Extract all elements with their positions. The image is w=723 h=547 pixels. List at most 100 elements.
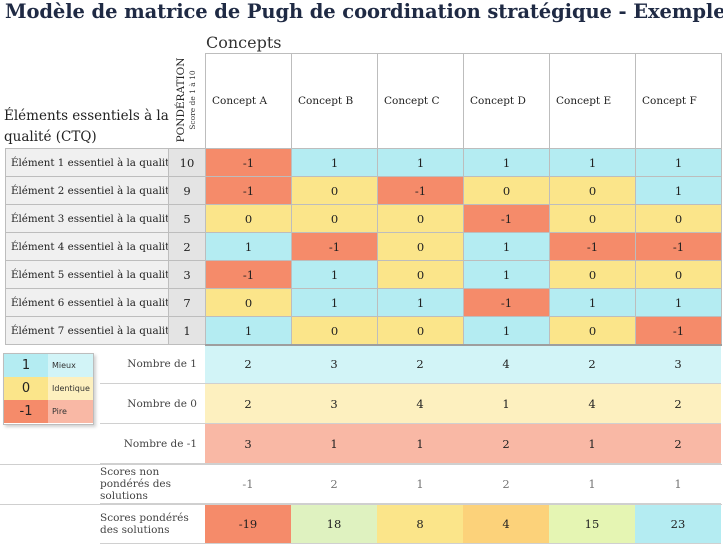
- legend-row-worse: -1 Pire: [4, 400, 93, 423]
- ctq-row-label: Élément 5 essentiel à la qualité: [5, 260, 175, 289]
- score-cell[interactable]: 0: [549, 260, 636, 289]
- summary-cell: 1: [549, 464, 635, 504]
- score-cell[interactable]: -1: [463, 204, 550, 233]
- summary-cell: 1: [377, 424, 463, 464]
- summary-cell: 3: [635, 344, 721, 384]
- concept-header[interactable]: Concept F: [635, 53, 722, 149]
- summary-cell: -1: [205, 464, 291, 504]
- score-cell[interactable]: -1: [635, 316, 722, 345]
- score-cell[interactable]: 0: [635, 260, 722, 289]
- score-cell[interactable]: 1: [463, 148, 550, 177]
- summary-row-label: Scores non pondérés des solutions: [100, 464, 205, 504]
- legend-row-same: 0 Identique: [4, 377, 93, 400]
- score-cell[interactable]: -1: [205, 148, 292, 177]
- score-cell[interactable]: 1: [635, 288, 722, 317]
- ponderation-label: PONDÉRATION: [175, 57, 187, 143]
- weight-cell[interactable]: 7: [168, 288, 206, 317]
- score-cell[interactable]: 0: [377, 204, 464, 233]
- summary-cell: 2: [377, 344, 463, 384]
- summary-cell: 1: [635, 464, 721, 504]
- legend-same-label: Identique: [48, 377, 93, 400]
- score-cell[interactable]: -1: [463, 288, 550, 317]
- summary-cell: 1: [377, 464, 463, 504]
- score-cell[interactable]: 1: [463, 260, 550, 289]
- summary-cell: 1: [463, 384, 549, 424]
- score-cell[interactable]: 1: [205, 316, 292, 345]
- summary-row-label: Scores pondérés des solutions: [100, 504, 205, 544]
- ponderation-sublabel: Score de 1 à 10: [188, 70, 197, 130]
- summary-cell: 2: [205, 344, 291, 384]
- summary-cell: -19: [205, 504, 291, 544]
- ctq-row-label: Élément 2 essentiel à la qualité: [5, 176, 175, 205]
- ctq-row-label: Élément 6 essentiel à la qualité: [5, 288, 175, 317]
- score-cell[interactable]: 0: [377, 316, 464, 345]
- score-cell[interactable]: -1: [549, 232, 636, 261]
- score-cell[interactable]: 1: [549, 148, 636, 177]
- score-cell[interactable]: -1: [635, 232, 722, 261]
- score-cell[interactable]: -1: [205, 176, 292, 205]
- score-cell[interactable]: 0: [377, 260, 464, 289]
- legend-better-label: Mieux: [48, 354, 93, 377]
- weight-cell[interactable]: 1: [168, 316, 206, 345]
- ponderation-heading: PONDÉRATION Score de 1 à 10: [168, 52, 206, 148]
- score-cell[interactable]: 0: [291, 316, 378, 345]
- divider: [205, 344, 722, 346]
- score-cell[interactable]: 0: [291, 204, 378, 233]
- weight-cell[interactable]: 9: [168, 176, 206, 205]
- summary-row-label: Nombre de 1: [100, 344, 205, 384]
- score-cell[interactable]: 1: [635, 176, 722, 205]
- summary-cell: 1: [549, 424, 635, 464]
- weight-cell[interactable]: 5: [168, 204, 206, 233]
- weight-cell[interactable]: 3: [168, 260, 206, 289]
- summary-cell: 3: [291, 344, 377, 384]
- score-cell[interactable]: -1: [291, 232, 378, 261]
- score-cell[interactable]: 1: [291, 260, 378, 289]
- score-cell[interactable]: 1: [635, 148, 722, 177]
- score-cell[interactable]: 1: [549, 288, 636, 317]
- score-cell[interactable]: 0: [205, 288, 292, 317]
- summary-cell: 4: [463, 344, 549, 384]
- summary-cell: 1: [291, 424, 377, 464]
- score-cell[interactable]: 0: [635, 204, 722, 233]
- score-cell[interactable]: -1: [377, 176, 464, 205]
- summary-cell: 3: [291, 384, 377, 424]
- summary-cell: 2: [463, 424, 549, 464]
- summary-cell: 23: [635, 504, 721, 544]
- score-cell[interactable]: 0: [291, 176, 378, 205]
- score-cell[interactable]: 1: [377, 288, 464, 317]
- legend-row-better: 1 Mieux: [4, 354, 93, 377]
- concept-header[interactable]: Concept B: [291, 53, 378, 149]
- summary-cell: 2: [549, 344, 635, 384]
- concept-header[interactable]: Concept A: [205, 53, 292, 149]
- weight-cell[interactable]: 2: [168, 232, 206, 261]
- concept-header[interactable]: Concept C: [377, 53, 464, 149]
- score-cell[interactable]: 0: [205, 204, 292, 233]
- score-cell[interactable]: 1: [291, 288, 378, 317]
- score-cell[interactable]: 1: [205, 232, 292, 261]
- score-cell[interactable]: 1: [463, 232, 550, 261]
- ctq-heading: Éléments essentiels à la qualité (CTQ): [4, 108, 169, 145]
- divider: [205, 464, 722, 465]
- summary-cell: 4: [463, 504, 549, 544]
- summary-cell: 18: [291, 504, 377, 544]
- summary-row-label: Nombre de 0: [100, 384, 205, 424]
- legend-same-value: 0: [4, 377, 48, 400]
- legend-worse-value: -1: [4, 400, 48, 423]
- concept-header[interactable]: Concept D: [463, 53, 550, 149]
- score-cell[interactable]: -1: [205, 260, 292, 289]
- score-cell[interactable]: 0: [377, 232, 464, 261]
- score-cell[interactable]: 1: [463, 316, 550, 345]
- summary-cell: 2: [291, 464, 377, 504]
- weight-cell[interactable]: 10: [168, 148, 206, 177]
- summary-cell: 2: [205, 384, 291, 424]
- score-cell[interactable]: 1: [377, 148, 464, 177]
- score-cell[interactable]: 1: [291, 148, 378, 177]
- score-cell[interactable]: 0: [549, 204, 636, 233]
- score-cell[interactable]: 0: [549, 316, 636, 345]
- legend: 1 Mieux 0 Identique -1 Pire: [3, 353, 94, 425]
- ctq-row-label: Élément 1 essentiel à la qualité: [5, 148, 175, 177]
- concept-header[interactable]: Concept E: [549, 53, 636, 149]
- summary-cell: 2: [635, 384, 721, 424]
- score-cell[interactable]: 0: [463, 176, 550, 205]
- score-cell[interactable]: 0: [549, 176, 636, 205]
